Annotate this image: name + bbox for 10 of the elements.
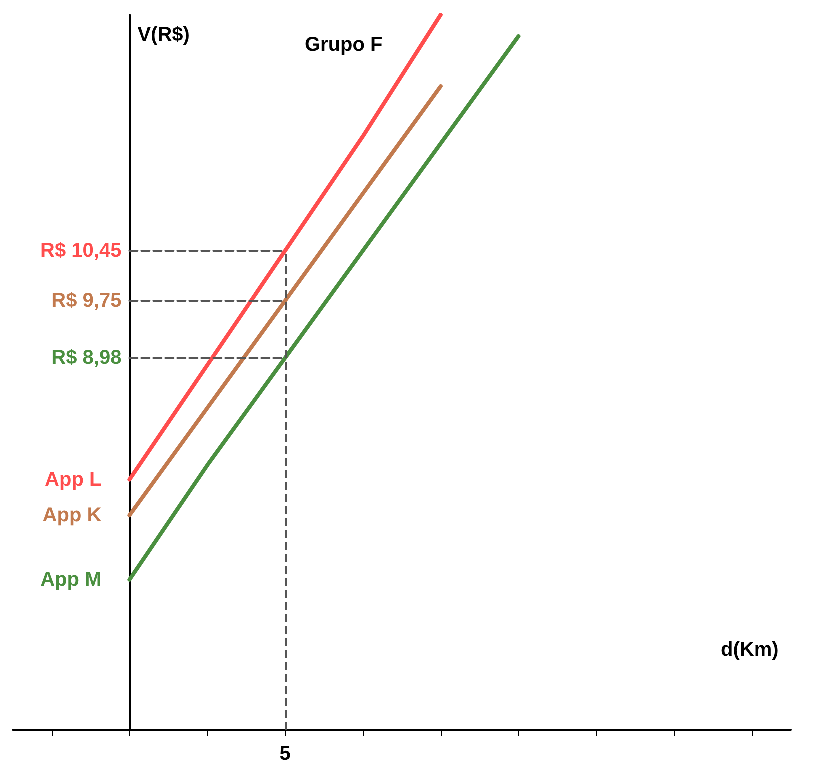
annotation: R$ 9,75 <box>52 290 122 312</box>
series-label: App K <box>42 504 102 526</box>
annotation: R$ 8,98 <box>52 347 122 370</box>
y-axis-title: V(R$) <box>138 24 190 46</box>
x-axis-title: d(Km) <box>721 639 779 661</box>
series-label: App M <box>40 568 102 591</box>
annotation: R$ 10,45 <box>40 240 122 262</box>
series-label: App L <box>45 468 102 491</box>
text: Grupo F <box>305 34 383 56</box>
text: 5 <box>280 743 291 765</box>
